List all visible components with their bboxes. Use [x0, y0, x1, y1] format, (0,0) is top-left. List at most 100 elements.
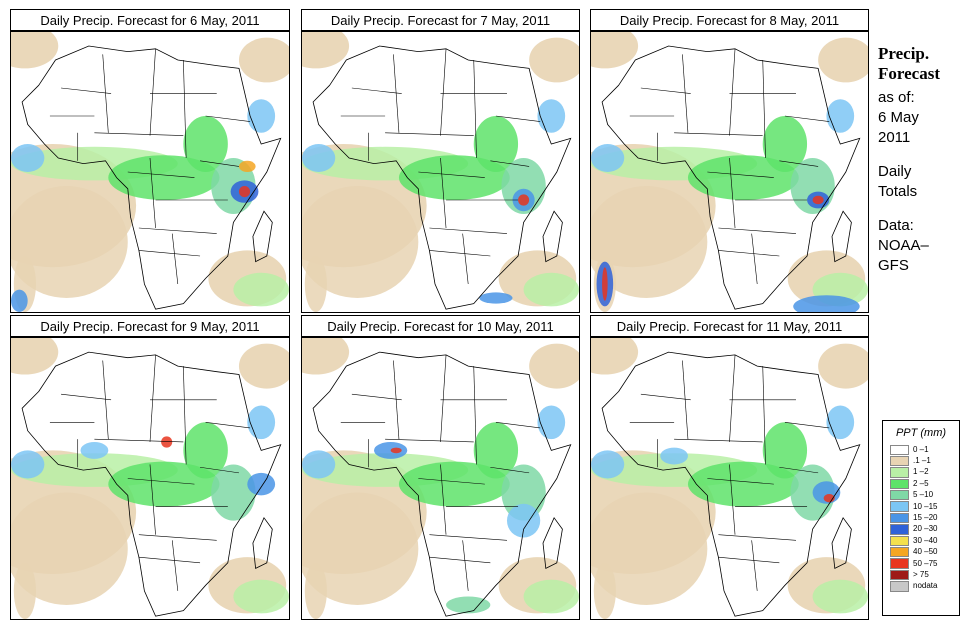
country-border	[462, 540, 469, 591]
precip-area	[233, 579, 289, 614]
country-border	[418, 478, 485, 485]
legend-label: 5 –10	[913, 490, 934, 500]
dry-ocean-area	[302, 32, 350, 69]
country-border	[171, 540, 179, 591]
precip-area	[591, 144, 625, 172]
country-border	[640, 393, 691, 401]
country-border	[429, 227, 508, 234]
panel-title: Daily Precip. Forecast for 10 May, 2011	[301, 315, 580, 337]
precip-map	[10, 337, 290, 620]
africa-coastline	[312, 351, 572, 617]
precip-map	[10, 31, 290, 313]
precip-area	[11, 186, 128, 298]
precip-area	[238, 186, 251, 198]
precip-area	[11, 450, 45, 479]
country-border	[127, 171, 195, 178]
country-border	[94, 438, 184, 443]
legend-swatch	[890, 512, 909, 524]
country-border	[127, 478, 195, 485]
country-border	[490, 160, 530, 167]
legend-item: .1 –1	[890, 455, 959, 467]
country-border	[640, 87, 691, 94]
precip-area	[473, 422, 519, 479]
country-border	[751, 540, 758, 591]
precip-area	[523, 579, 579, 614]
legend-swatch	[890, 535, 909, 547]
africa-coastline	[21, 45, 282, 310]
country-border	[94, 132, 184, 136]
country-border	[718, 556, 780, 564]
country-border	[429, 250, 491, 257]
precip-map	[301, 31, 580, 313]
madagascar-outline	[542, 517, 563, 570]
legend-item: 5 –10	[890, 490, 959, 501]
country-border	[393, 360, 400, 440]
precip-area	[812, 579, 868, 614]
precip-area	[183, 422, 228, 479]
legend-item: 30 –40	[890, 535, 959, 547]
panel-title: Daily Precip. Forecast for 9 May, 2011	[10, 315, 290, 337]
country-border	[351, 87, 402, 94]
data-label: Data:	[878, 217, 914, 234]
country-border	[682, 54, 689, 133]
precip-area	[762, 116, 808, 172]
panel-title: Daily Precip. Forecast for 7 May, 2011	[301, 9, 580, 31]
country-border	[674, 438, 763, 443]
country-border	[102, 360, 109, 440]
dry-ocean-area	[818, 37, 868, 83]
dry-ocean-area	[302, 338, 350, 375]
africa-coastline	[601, 45, 861, 310]
precip-area	[523, 272, 579, 307]
country-border	[490, 466, 530, 474]
country-border	[61, 87, 112, 94]
precip-area	[13, 562, 37, 619]
madagascar-outline	[831, 517, 852, 570]
panel-title: Daily Precip. Forecast for 8 May, 2011	[590, 9, 869, 31]
country-border	[171, 233, 179, 285]
legend-swatch	[890, 490, 909, 501]
legend-swatch	[890, 478, 909, 490]
africa-precip-map	[302, 338, 579, 619]
country-border	[440, 48, 447, 136]
country-border	[138, 250, 201, 257]
country-border	[183, 59, 187, 159]
legend-swatch	[890, 581, 909, 592]
legend-swatch	[890, 547, 909, 558]
country-border	[393, 54, 400, 133]
sidebar-title-line1: Precip.	[878, 44, 930, 63]
africa-precip-map	[11, 32, 289, 312]
country-border	[385, 132, 474, 136]
precip-area	[247, 472, 276, 496]
precip-area	[302, 450, 336, 479]
precip-area	[591, 492, 708, 605]
country-border	[199, 466, 240, 474]
legend-label: 20 –30	[913, 524, 938, 534]
country-border	[718, 534, 797, 541]
country-border	[462, 233, 469, 285]
country-border	[729, 157, 736, 229]
country-border	[784, 422, 830, 429]
precip-area	[687, 155, 799, 200]
legend-swatch	[890, 444, 909, 455]
legend-swatch	[890, 467, 909, 478]
precip-area	[302, 186, 419, 298]
precip-area	[593, 562, 616, 619]
country-border	[61, 393, 112, 401]
precip-area	[660, 447, 688, 465]
africa-coastline	[21, 351, 282, 617]
precip-area	[302, 492, 419, 605]
dry-ocean-area	[238, 343, 289, 389]
precip-area	[687, 461, 799, 507]
source-line1: NOAA–	[878, 237, 929, 254]
country-border	[473, 366, 477, 465]
legend-label: > 75	[913, 569, 929, 579]
precip-area	[183, 116, 228, 172]
country-border	[138, 227, 217, 234]
precip-area	[398, 155, 510, 200]
country-border	[440, 157, 447, 229]
country-border	[440, 464, 447, 535]
country-border	[429, 556, 491, 564]
legend-label: 40 –50	[913, 547, 938, 557]
legend-item: nodata	[890, 581, 959, 592]
dry-ocean-area	[11, 338, 59, 375]
